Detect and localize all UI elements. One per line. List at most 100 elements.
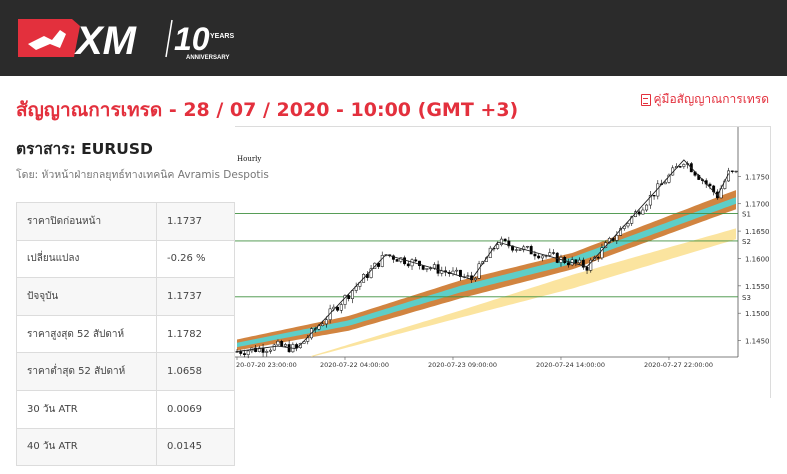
candle (272, 344, 276, 351)
candle (414, 259, 418, 262)
candle (339, 304, 343, 311)
candle (269, 349, 272, 352)
stats-row: เปลี่ยนแปลง -0.26 % (16, 239, 235, 279)
candle (578, 259, 582, 264)
candle (529, 246, 533, 255)
candle (403, 257, 407, 265)
candle (574, 259, 578, 264)
author-line: โดย: หัวหน้าฝ่ายกลยุทธ์ทางเทคนิค Avramis… (16, 169, 269, 181)
stats-value: 1.0658 (156, 352, 235, 391)
candle (276, 341, 280, 346)
candle (246, 350, 250, 355)
candle (522, 246, 526, 251)
stats-row: ราคาต่ำสุด 52 สัปดาห์ 1.0658 (16, 352, 235, 391)
candle (499, 238, 503, 245)
candle (708, 183, 712, 187)
candle (410, 259, 414, 267)
candle (682, 164, 686, 167)
candle (350, 290, 354, 299)
ema-band (311, 228, 736, 357)
candle (730, 170, 734, 172)
xm-brand-text: XM (74, 19, 138, 62)
candle (645, 204, 649, 211)
candle (734, 170, 738, 173)
candle (585, 267, 589, 271)
stats-value: 0.0145 (156, 427, 235, 467)
candle (380, 255, 384, 267)
candle (336, 306, 339, 311)
instrument-title: ตราสาร: EURUSD (16, 140, 153, 158)
candle (540, 255, 544, 259)
candle (507, 240, 511, 247)
candle (537, 255, 541, 259)
candle (678, 166, 682, 168)
pdf-icon (640, 93, 651, 106)
candle (254, 347, 258, 352)
candle (257, 347, 261, 352)
candle (429, 267, 433, 270)
candle (343, 295, 347, 305)
chart-title: Hourly (237, 155, 261, 163)
candle (324, 319, 328, 325)
xm-logo[interactable]: XM 10 YEARS ANNIVERSARY (14, 14, 244, 62)
candle (406, 263, 410, 267)
stats-label: ปัจจุบัน (16, 277, 157, 316)
candle (503, 238, 507, 242)
candle (619, 228, 623, 236)
candle (496, 244, 500, 249)
stats-label: 40 วัน ATR (16, 427, 157, 467)
candle (283, 344, 287, 347)
candle (663, 182, 667, 185)
x-tick-label: 20-07-20 23:00:00 (236, 361, 297, 369)
candle (518, 249, 522, 251)
stats-value: 1.1737 (156, 277, 235, 316)
ema-band (237, 190, 736, 351)
candle (391, 255, 395, 260)
candle (321, 323, 325, 326)
candle (395, 259, 399, 262)
stats-value: 0.0069 (156, 389, 235, 429)
stats-label: ราคาสูงสุด 52 สัปดาห์ (16, 314, 157, 354)
chart-canvas: Hourly S1 S2 S3 1.1450 1.1500 1.1550 1.1600 1.16… (235, 127, 770, 369)
candle (615, 235, 619, 241)
signals-manual-label: คู่มือสัญญาณการเทรด (653, 92, 770, 106)
candle (377, 262, 380, 267)
x-tick-label: 2020-07-27 22:00:00 (644, 361, 713, 369)
stats-row: 30 วัน ATR 0.0069 (16, 389, 235, 429)
y-tick-label: 1.1650 (745, 228, 770, 236)
stats-value: -0.26 % (156, 239, 235, 279)
candle (306, 337, 310, 342)
stats-label: เปลี่ยนแปลง (16, 239, 157, 279)
candle (458, 269, 462, 277)
signals-manual-link[interactable]: คู่มือสัญญาณการเทรด (640, 90, 770, 109)
candle (235, 351, 239, 353)
stats-row: ปัจจุบัน 1.1737 (16, 277, 235, 316)
candle (265, 351, 269, 353)
candle (641, 209, 645, 215)
candle (548, 252, 552, 256)
candle (667, 174, 671, 183)
stats-row: 40 วัน ATR 0.0145 (16, 427, 235, 467)
y-tick-label: 1.1550 (745, 283, 770, 291)
candle (280, 341, 284, 347)
candle (566, 262, 570, 266)
candle (369, 268, 373, 278)
candle (637, 211, 641, 215)
candle (652, 194, 656, 197)
y-tick-label: 1.1750 (745, 173, 770, 181)
anniversary-caption: ANNIVERSARY (186, 55, 229, 61)
candle (596, 257, 600, 259)
stats-label: ราคาปิดก่อนหน้า (16, 202, 157, 241)
candle (552, 252, 555, 254)
stats-table: ราคาปิดก่อนหน้า 1.1737 เปลี่ยนแปลง -0.26 % ป… (16, 202, 235, 467)
candle (589, 259, 593, 271)
candle (242, 353, 246, 355)
stats-value: 1.1737 (156, 202, 235, 241)
y-tick-label: 1.1500 (745, 310, 770, 318)
site-header: XM 10 YEARS ANNIVERSARY (0, 0, 787, 76)
candle (421, 265, 425, 270)
x-tick-label: 2020-07-22 04:00:00 (320, 361, 389, 369)
stats-label: ราคาต่ำสุด 52 สัปดาห์ (16, 352, 157, 391)
xm-logo-mark (18, 19, 80, 57)
candle (295, 344, 299, 349)
